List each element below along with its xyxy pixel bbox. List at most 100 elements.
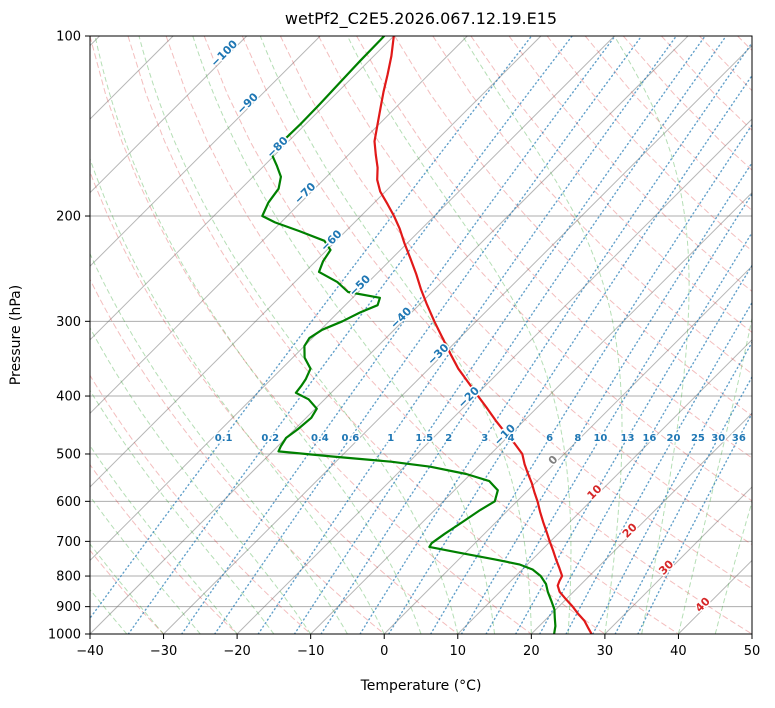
mixing-ratio-line bbox=[181, 36, 616, 634]
moist-adiabat-line bbox=[90, 495, 201, 634]
mixing-ratio-label: 3 bbox=[481, 433, 488, 444]
isotherm-label: 30 bbox=[656, 557, 676, 577]
mixing-ratio-line bbox=[485, 192, 752, 634]
mixing-ratio-line bbox=[214, 36, 643, 634]
moist-adiabat-line bbox=[347, 36, 572, 634]
isotherm-line bbox=[90, 36, 174, 120]
mixing-ratio-label: 10 bbox=[593, 433, 607, 444]
isotherm-label: −90 bbox=[234, 90, 261, 117]
dry-adiabat-line bbox=[90, 463, 238, 634]
x-axis-label: Temperature (°C) bbox=[360, 678, 482, 694]
moist-adiabat-line bbox=[677, 316, 752, 634]
dry-adiabat-line bbox=[90, 549, 164, 634]
mixing-ratio-label: 1 bbox=[387, 433, 394, 444]
mixing-ratio-label: 8 bbox=[574, 433, 581, 444]
mixing-ratio-label: 2 bbox=[445, 433, 452, 444]
moist-adiabat-line bbox=[462, 36, 623, 634]
chart-title: wetPf2_C2E5.2026.067.12.19.E15 bbox=[285, 9, 557, 29]
isotherm-line bbox=[90, 36, 468, 415]
x-tick-label: 0 bbox=[380, 644, 388, 659]
mixing-ratio-line bbox=[539, 264, 752, 634]
dry-adiabat-line bbox=[432, 36, 752, 375]
isotherm-line bbox=[90, 36, 321, 267]
dry-adiabat-line bbox=[470, 36, 752, 333]
isotherm-label: 20 bbox=[620, 520, 640, 540]
x-tick-label: −40 bbox=[76, 644, 103, 659]
isotherm-line bbox=[90, 36, 542, 488]
mixing-ratio-label: 30 bbox=[711, 433, 725, 444]
dry-adiabat-line bbox=[737, 36, 752, 52]
mixing-ratio-label: 20 bbox=[667, 433, 681, 444]
y-tick-label: 400 bbox=[56, 390, 81, 405]
isotherm-line bbox=[383, 265, 752, 634]
y-tick-label: 500 bbox=[56, 447, 81, 462]
isotherm-line bbox=[236, 118, 752, 634]
y-tick-label: 100 bbox=[56, 30, 81, 45]
axes: −40 −30 −20 −10 0 10 20 30 40 5010020030040050060… bbox=[48, 30, 760, 660]
isotherm-label: −100 bbox=[208, 37, 240, 69]
mixing-ratio-label: 36 bbox=[732, 433, 746, 444]
mixing-ratio-label: 16 bbox=[642, 433, 656, 444]
mixing-ratio-label: 25 bbox=[691, 433, 705, 444]
mixing-ratio-line bbox=[614, 375, 752, 634]
mixing-ratio-label: 4 bbox=[508, 433, 515, 444]
dry-adiabat-line bbox=[356, 36, 752, 459]
dewpoint-curve bbox=[261, 36, 557, 634]
moist-adiabat-line bbox=[90, 326, 312, 634]
isotherm-line bbox=[530, 412, 752, 634]
dry-adiabat-line bbox=[90, 170, 459, 634]
y-tick-label: 200 bbox=[56, 210, 81, 225]
mixing-ratio-line bbox=[293, 36, 706, 634]
mixing-ratio-line bbox=[388, 74, 752, 634]
y-tick-label: 800 bbox=[56, 570, 81, 585]
moist-adiabat-line bbox=[192, 36, 496, 634]
mixing-ratio-line bbox=[565, 301, 752, 634]
moist-adiabat-line bbox=[613, 36, 690, 634]
dry-adiabat-line bbox=[203, 36, 752, 634]
mixing-ratio-label: 0.4 bbox=[311, 433, 329, 444]
isotherm-line bbox=[310, 191, 752, 634]
plot-area: −100−90−80−70−60−50−40−30−20−10010203040… bbox=[90, 36, 752, 634]
dry-adiabat-line bbox=[90, 278, 385, 634]
x-tick-label: −20 bbox=[223, 644, 250, 659]
mixing-ratio-line bbox=[637, 412, 752, 634]
isotherm-line bbox=[90, 36, 395, 341]
mixing-ratio-label: 6 bbox=[546, 433, 553, 444]
x-tick-label: 30 bbox=[597, 644, 614, 659]
dry-adiabat-line bbox=[165, 36, 679, 634]
mixing-ratio-label: 0.1 bbox=[215, 433, 233, 444]
x-tick-label: 50 bbox=[744, 644, 761, 659]
x-tick-label: −30 bbox=[150, 644, 177, 659]
mixing-ratio-line bbox=[430, 123, 752, 634]
dry-adiabat-line bbox=[127, 36, 606, 634]
y-tick-label: 600 bbox=[56, 495, 81, 510]
dry-adiabat-line bbox=[279, 36, 752, 546]
dry-adiabat-line bbox=[90, 36, 532, 634]
mixing-ratio-line bbox=[460, 161, 752, 634]
moist-adiabat-line bbox=[94, 36, 422, 634]
mixing-ratio-label: 0.2 bbox=[261, 433, 279, 444]
isotherm-label: −70 bbox=[292, 180, 319, 207]
mixing-ratio-line bbox=[359, 41, 752, 634]
x-tick-label: 20 bbox=[523, 644, 540, 659]
y-tick-label: 700 bbox=[56, 535, 81, 550]
moist-adiabat-line bbox=[90, 389, 275, 634]
moist-adiabat-line bbox=[90, 157, 385, 634]
mixing-ratio-line bbox=[127, 36, 573, 634]
isotherm-line bbox=[678, 559, 752, 634]
mixing-ratio-line bbox=[515, 231, 752, 634]
moist-adiabat-line bbox=[90, 252, 348, 634]
isotherm-line bbox=[457, 339, 752, 634]
isotherm-label: −40 bbox=[388, 304, 415, 331]
isotherm-line bbox=[604, 486, 752, 634]
y-tick-label: 300 bbox=[56, 315, 81, 330]
mixing-ratio-line bbox=[592, 341, 752, 634]
mixing-ratio-line bbox=[90, 36, 533, 620]
moist-adiabat-line bbox=[138, 36, 459, 634]
moist-adiabat-line bbox=[259, 36, 532, 634]
temperature-curve bbox=[373, 36, 593, 634]
isotherm-line bbox=[751, 633, 752, 634]
mixing-ratio-label: 0.6 bbox=[342, 433, 360, 444]
